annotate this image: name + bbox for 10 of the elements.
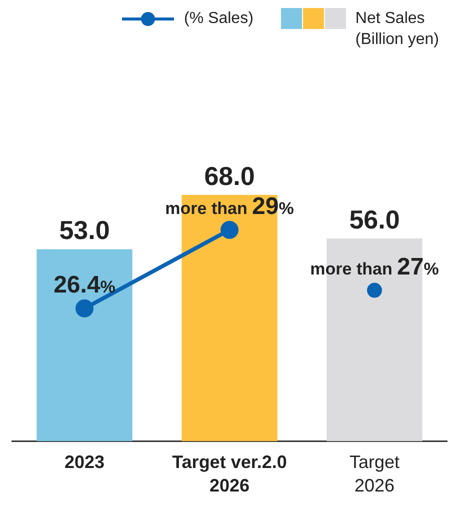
legend-label: (% Sales) (184, 9, 254, 29)
x-tick-label: Target 2026 (349, 452, 400, 496)
data-label: 56.0 (349, 204, 400, 234)
data-label: more than 27% (310, 253, 439, 280)
data-label: 26.4% (54, 271, 116, 298)
legend-label: Net Sales (Billion yen) (355, 9, 439, 50)
x-tick-label: 2023 (64, 452, 105, 472)
data-label: 68.0 (204, 160, 255, 191)
x-tick-label: Target ver.2.0 2026 (172, 452, 287, 496)
data-label: 53.0 (59, 215, 110, 246)
